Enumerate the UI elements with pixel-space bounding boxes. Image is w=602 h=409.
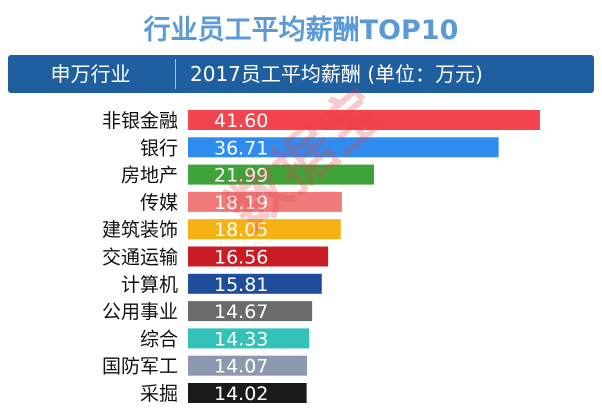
header-salary-label: 2017员工平均薪酬 (单位：万元) [190,62,483,86]
bar [188,137,499,158]
value-label: 16.56 [214,247,268,269]
bar [188,191,342,212]
value-label: 41.60 [214,110,268,132]
category-label: 国防军工 [102,356,178,378]
category-label: 计算机 [121,274,178,296]
value-label: 14.02 [214,383,268,405]
category-label: 公用事业 [102,301,178,323]
category-label: 银行 [140,137,178,159]
chart-title: 行业员工平均薪酬TOP10 [143,15,459,46]
category-label: 房地产 [121,165,178,187]
bar [188,383,307,403]
category-label: 非银金融 [102,110,178,132]
value-label: 18.19 [214,192,268,214]
value-label: 14.33 [214,328,268,350]
value-label: 14.07 [214,356,268,378]
value-label: 14.67 [214,301,268,323]
category-label: 建筑装饰 [102,219,178,241]
bar [188,301,313,322]
category-label: 交通运输 [102,247,178,269]
bar [188,164,375,185]
category-label: 采掘 [140,383,178,405]
bar [188,246,329,267]
value-label: 36.71 [214,137,268,159]
bar [188,110,540,130]
header-divider [175,59,176,89]
bar [188,273,322,294]
header-industry-label: 申万行业 [50,62,131,86]
value-label: 15.81 [214,274,268,296]
value-label: 21.99 [214,165,268,187]
bar [188,219,341,240]
bar [188,355,308,376]
value-label: 18.05 [214,219,268,241]
bar [188,328,310,349]
table-header: 申万行业 2017员工平均薪酬 (单位：万元) [8,55,594,93]
category-label: 传媒 [140,192,178,214]
category-label: 综合 [140,328,178,350]
